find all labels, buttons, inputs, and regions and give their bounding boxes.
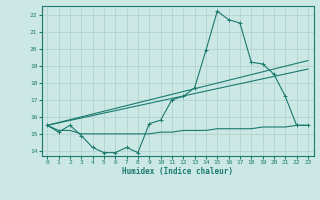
X-axis label: Humidex (Indice chaleur): Humidex (Indice chaleur) [122, 167, 233, 176]
